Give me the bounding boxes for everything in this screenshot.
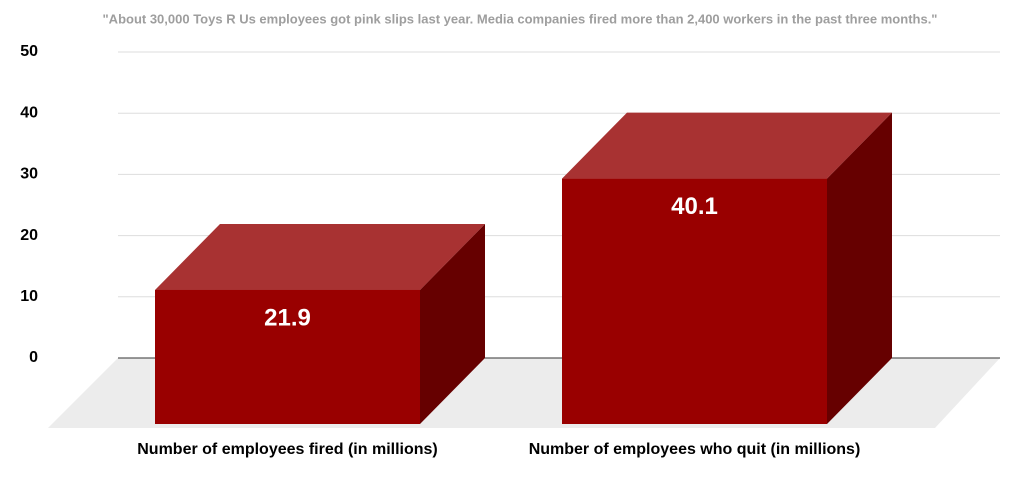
bar-side: [420, 223, 485, 424]
y-tick-label: 10: [20, 288, 38, 305]
x-tick-label: Number of employees who quit (in million…: [529, 441, 861, 458]
bar: [155, 289, 420, 424]
y-tick-label: 0: [29, 349, 38, 366]
x-tick-label: Number of employees fired (in millions): [137, 441, 438, 458]
data-label: 21.9: [264, 304, 311, 331]
bar-top: [155, 223, 485, 290]
data-label: 40.1: [671, 193, 718, 220]
bar: [562, 178, 827, 424]
y-tick-label: 40: [20, 104, 38, 121]
bar-top: [562, 112, 892, 179]
bar-side: [827, 112, 892, 424]
chart-title: "About 30,000 Toys R Us employees got pi…: [103, 11, 938, 26]
y-tick-label: 20: [20, 227, 38, 244]
y-tick-label: 50: [20, 43, 38, 60]
y-tick-label: 30: [20, 166, 38, 183]
